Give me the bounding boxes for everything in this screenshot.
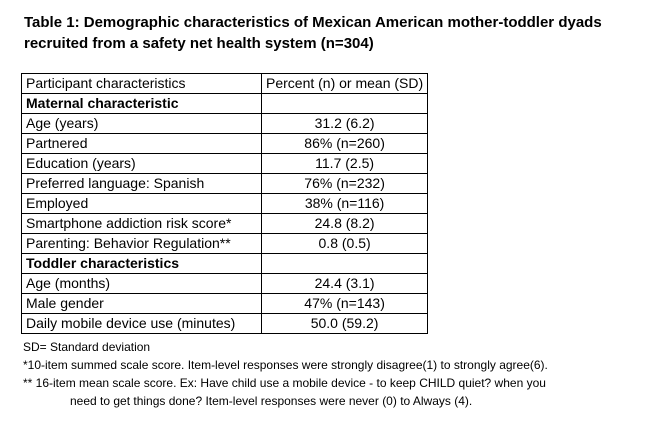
table-title: Table 1: Demographic characteristics of … (24, 14, 602, 52)
row-label: Age (months) (21, 273, 262, 294)
row-value: 31.2 (6.2) (260, 113, 429, 134)
footnote-smartphone-score: *10-item summed scale score. Item-level … (23, 358, 548, 372)
row-label: Smartphone addiction risk score* (21, 213, 262, 234)
footnote-parenting-score: ** 16-item mean scale score. Ex: Have ch… (23, 376, 546, 390)
table-row: Age (years) 31.2 (6.2) (21, 113, 429, 134)
section-empty-cell (260, 93, 429, 114)
table-row: Male gender 47% (n=143) (21, 293, 429, 314)
row-label: Parenting: Behavior Regulation** (21, 233, 262, 254)
row-value: 0.8 (0.5) (260, 233, 429, 254)
row-label: Male gender (21, 293, 262, 314)
row-value: 86% (n=260) (260, 133, 429, 154)
table-row: Preferred language: Spanish 76% (n=232) (21, 173, 429, 194)
table-header-row: Participant characteristics Percent (n) … (21, 73, 429, 94)
section-label: Maternal characteristic (21, 93, 262, 114)
row-value: 47% (n=143) (260, 293, 429, 314)
table-row: Employed 38% (n=116) (21, 193, 429, 214)
header-characteristics: Participant characteristics (21, 73, 262, 94)
row-value: 11.7 (2.5) (260, 153, 429, 174)
table-row: Education (years) 11.7 (2.5) (21, 153, 429, 174)
section-label: Toddler characteristics (21, 253, 262, 274)
row-label: Preferred language: Spanish (21, 173, 262, 194)
row-value: 76% (n=232) (260, 173, 429, 194)
row-label: Employed (21, 193, 262, 214)
row-label: Partnered (21, 133, 262, 154)
table-row: Parenting: Behavior Regulation** 0.8 (0.… (21, 233, 429, 254)
row-label: Education (years) (21, 153, 262, 174)
table-row: Partnered 86% (n=260) (21, 133, 429, 154)
table-row: Age (months) 24.4 (3.1) (21, 273, 429, 294)
row-value: 50.0 (59.2) (260, 313, 429, 334)
section-row-maternal: Maternal characteristic (21, 93, 429, 114)
row-label: Age (years) (21, 113, 262, 134)
header-values: Percent (n) or mean (SD) (260, 73, 429, 94)
row-label: Daily mobile device use (minutes) (21, 313, 262, 334)
table-row: Smartphone addiction risk score* 24.8 (8… (21, 213, 429, 234)
row-value: 24.4 (3.1) (260, 273, 429, 294)
footnote-sd: SD= Standard deviation (23, 340, 151, 354)
section-row-toddler: Toddler characteristics (21, 253, 429, 274)
demographics-table: Participant characteristics Percent (n) … (21, 73, 429, 334)
row-value: 24.8 (8.2) (260, 213, 429, 234)
footnote-parenting-continued: need to get things done? Item-level resp… (70, 394, 473, 408)
section-empty-cell (260, 253, 429, 274)
table-footnotes: SD= Standard deviation *10-item summed s… (23, 338, 643, 410)
table-row: Daily mobile device use (minutes) 50.0 (… (21, 313, 429, 334)
row-value: 38% (n=116) (260, 193, 429, 214)
